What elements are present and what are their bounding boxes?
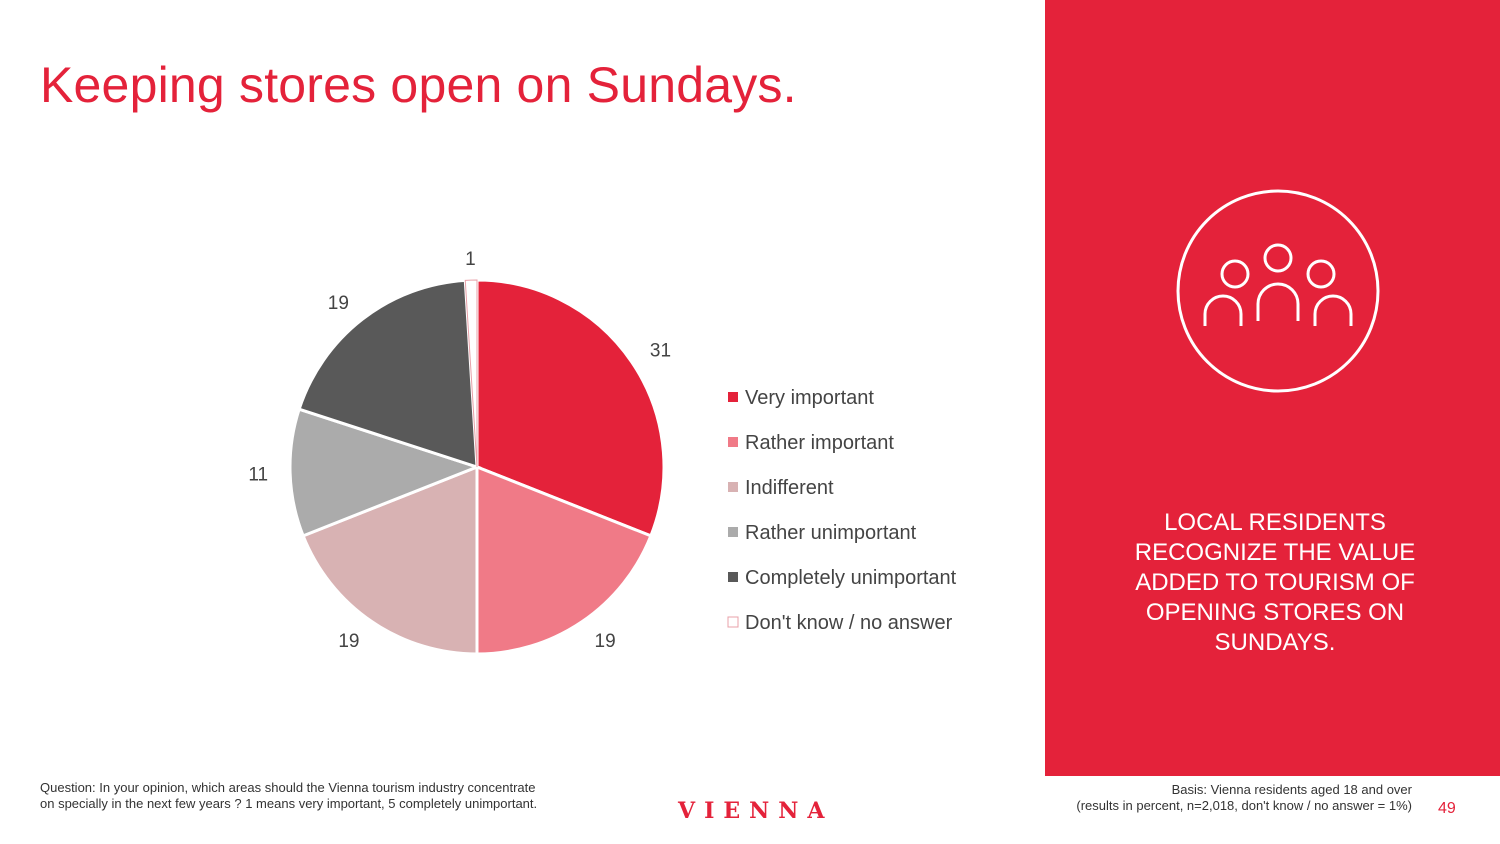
question-footnote: Question: In your opinion, which areas s…: [40, 780, 538, 811]
legend-label-very-important: Very important: [745, 387, 874, 409]
pie-slice-rather-unimportant: [288, 407, 482, 538]
basis-line-2: (results in percent, n=2,018, don't know…: [1076, 798, 1412, 813]
legend-label-indifferent: Indifferent: [745, 477, 834, 499]
pie-slice-very-important: [475, 278, 666, 538]
page-number: 49: [1438, 800, 1456, 817]
legend-swatch-don-t-know-no-answer: [727, 616, 739, 628]
basis-footnote: Basis: Vienna residents aged 18 and over…: [1020, 782, 1412, 814]
pie-slice-don-t-know-no-answer: [464, 279, 478, 468]
data-label-don-t-know-no-answer: 1: [465, 249, 476, 270]
legend-swatch-rather-important: [728, 437, 738, 447]
highlight-panel: LOCAL RESIDENTS RECOGNIZE THE VALUE ADDE…: [1045, 0, 1500, 776]
legend-label-completely-unimportant: Completely unimportant: [745, 567, 957, 589]
legend-swatch-completely-unimportant: [728, 572, 738, 582]
people-group-icon: [1176, 189, 1380, 393]
vienna-logo: VIENNA: [678, 798, 834, 824]
pie-slice-completely-unimportant: [297, 278, 479, 470]
pie-slice-rather-important: [475, 464, 653, 656]
pie-chart: 31 19 19 11 19 1 Very important Rather importan…: [248, 249, 957, 656]
legend-swatch-indifferent: [728, 482, 738, 492]
legend-label-rather-unimportant: Rather unimportant: [745, 522, 917, 544]
legend-label-don-t-know-no-answer: Don't know / no answer: [745, 612, 953, 634]
data-label-rather-unimportant: 11: [248, 465, 268, 486]
data-label-very-important: 31: [650, 341, 671, 362]
page-title: Keeping stores open on Sundays.: [40, 57, 797, 113]
basis-line-1: Basis: Vienna residents aged 18 and over: [1171, 782, 1412, 797]
data-label-indifferent: 19: [338, 631, 359, 652]
legend-swatch-very-important: [728, 392, 738, 402]
data-label-completely-unimportant: 19: [328, 293, 349, 314]
legend-label-rather-important: Rather important: [745, 432, 894, 454]
pie-slice-indifferent: [301, 464, 479, 656]
legend-swatch-rather-unimportant: [728, 527, 738, 537]
data-label-rather-important: 19: [595, 631, 616, 652]
callout-text: LOCAL RESIDENTS RECOGNIZE THE VALUE ADDE…: [1134, 509, 1416, 656]
